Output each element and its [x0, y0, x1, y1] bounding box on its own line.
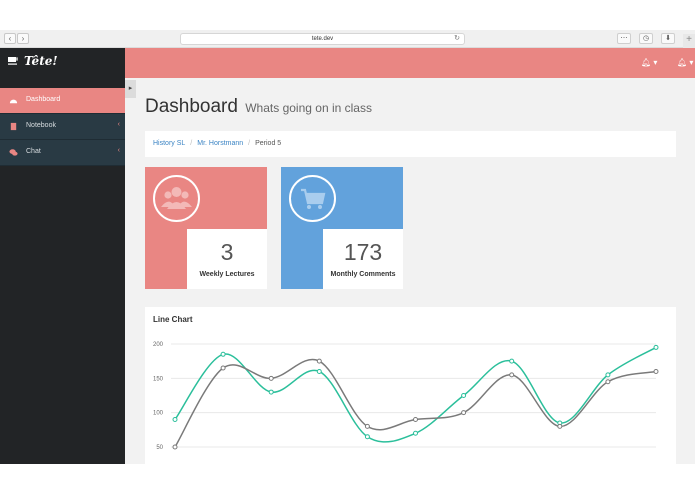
y-tick-label: 50: [156, 445, 163, 451]
stat-tile-comments[interactable]: 173 Monthly Comments: [281, 167, 403, 289]
breadcrumb-separator: /: [190, 140, 193, 147]
data-point[interactable]: [653, 368, 659, 374]
breadcrumb-course[interactable]: History SL: [153, 140, 186, 147]
data-point[interactable]: [364, 434, 370, 440]
brand-name: Tête!: [24, 54, 58, 68]
chart-title: Line Chart: [153, 315, 193, 324]
sidebar-item-chat[interactable]: Chat ‹: [0, 140, 125, 166]
sidebar-item-label: Dashboard: [26, 96, 61, 103]
download-icon[interactable]: ⬇: [661, 33, 675, 44]
sidebar-item-label: Notebook: [26, 122, 56, 129]
users-icon: [161, 187, 192, 209]
chevron-left-icon: ‹: [117, 121, 120, 128]
y-tick-label: 100: [153, 411, 164, 417]
breadcrumb-separator: /: [248, 140, 251, 147]
tile-label: Weekly Lectures: [199, 271, 255, 278]
tile-stat-box: 3 Weekly Lectures: [187, 229, 267, 289]
address-bar[interactable]: tete.dev ↻: [180, 33, 465, 45]
data-point[interactable]: [653, 344, 659, 350]
tile-stat-box: 173 Monthly Comments: [323, 229, 403, 289]
page-subtitle: Whats going on in class: [245, 101, 372, 115]
data-point[interactable]: [220, 351, 226, 357]
reload-icon[interactable]: ↻: [454, 35, 460, 42]
sidebar-item-dashboard[interactable]: Dashboard: [0, 88, 125, 114]
sidebar-item-notebook[interactable]: Notebook ‹: [0, 114, 125, 140]
new-tab-icon[interactable]: +: [683, 34, 695, 48]
stat-tile-lectures[interactable]: 3 Weekly Lectures: [145, 167, 267, 289]
data-point[interactable]: [172, 417, 178, 423]
user-bell-icon[interactable]: 🔔︎ ▾: [677, 58, 694, 67]
tile-label: Monthly Comments: [330, 271, 396, 278]
notification-bell-icon[interactable]: 🔔︎ ▾: [641, 58, 658, 67]
tile-icon-ring: [289, 175, 336, 222]
line-chart-card: Line Chart 50 100 150 200: [145, 307, 676, 464]
data-point[interactable]: [268, 375, 274, 381]
brand[interactable]: Tête!: [0, 48, 125, 78]
data-point[interactable]: [316, 358, 322, 364]
breadcrumb-period: Period 5: [255, 140, 282, 147]
back-icon[interactable]: ‹: [4, 33, 16, 44]
page-title: Dashboard Whats going on in class: [145, 96, 372, 118]
series-line-0: [174, 346, 657, 443]
data-point[interactable]: [172, 444, 178, 450]
forward-icon[interactable]: ›: [17, 33, 29, 44]
book-icon: [10, 122, 17, 131]
data-point[interactable]: [509, 358, 515, 364]
cart-icon: [301, 188, 326, 209]
chat-icon: [9, 149, 18, 156]
data-point[interactable]: [461, 393, 467, 398]
breadcrumb-teacher[interactable]: Mr. Horstmann: [197, 140, 244, 147]
data-point[interactable]: [220, 365, 226, 371]
tile-value: 173: [343, 239, 383, 265]
page-title-text: Dashboard: [145, 96, 238, 117]
sidebar-toggle-icon[interactable]: ▸: [125, 80, 136, 98]
dashboard-icon: [9, 99, 18, 104]
data-point[interactable]: [605, 372, 611, 378]
data-point[interactable]: [557, 423, 563, 429]
main-content: ▸ Dashboard Whats going on in class Hist…: [125, 78, 695, 464]
data-point[interactable]: [509, 372, 515, 378]
data-point[interactable]: [316, 368, 322, 374]
grid-icon[interactable]: ⋯: [617, 33, 631, 44]
coffee-cup-icon: [8, 57, 18, 65]
data-point[interactable]: [413, 430, 418, 436]
breadcrumb: History SL / Mr. Horstmann / Period 5: [145, 131, 676, 157]
data-point[interactable]: [605, 379, 611, 385]
browser-toolbar: ‹ › tete.dev ↻ ⋯ ◷ ⬇: [0, 30, 695, 48]
tile-value: 3: [220, 239, 234, 265]
data-point[interactable]: [413, 417, 418, 423]
history-icon[interactable]: ◷: [639, 33, 653, 44]
data-point[interactable]: [364, 423, 370, 429]
tile-icon-ring: [153, 175, 200, 222]
data-point[interactable]: [268, 389, 274, 395]
y-tick-label: 150: [153, 376, 164, 382]
chevron-left-icon: ‹: [117, 147, 120, 154]
top-bar: 🔔︎ ▾ 🔔︎ ▾: [125, 48, 695, 78]
line-chart: 50 100 150 200: [153, 342, 659, 451]
y-tick-label: 200: [153, 342, 164, 348]
sidebar: Tête! Dashboard Notebook ‹ Chat ‹: [0, 48, 125, 464]
sidebar-item-label: Chat: [26, 148, 41, 155]
data-point[interactable]: [461, 410, 467, 416]
url-text: tete.dev: [311, 36, 334, 42]
